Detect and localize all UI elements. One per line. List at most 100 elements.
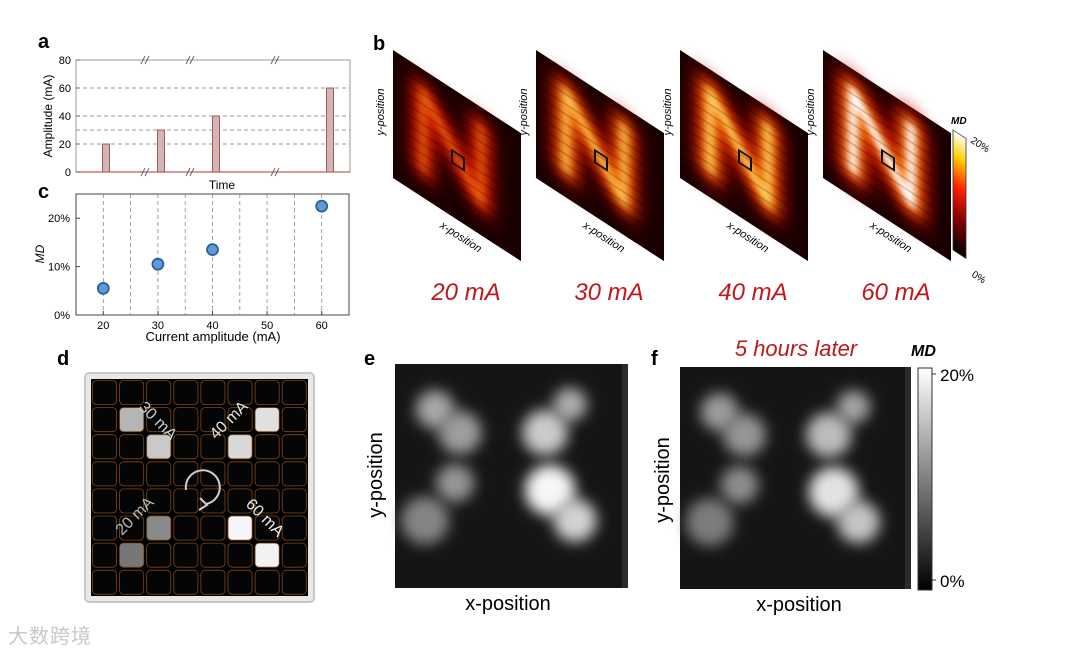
scan-line [393,84,521,170]
scan-line [823,84,951,170]
electrode-cell [227,569,253,595]
electrode-cell [200,569,226,595]
data-point [151,257,165,271]
y-tick-label: 10% [48,262,70,274]
scan-line [680,74,808,160]
x-tick-label: 40 [206,320,218,332]
scan-line [393,134,521,220]
panel-label-e: e [364,348,375,370]
panel-title: 5 hours later [735,336,859,361]
scan-line [536,84,664,170]
scan-line [536,134,664,220]
x-axis-label: Current amplitude (mA) [145,329,280,344]
edge-artifact [622,364,628,588]
electrode-cell [200,542,226,568]
md-map-grayscale [680,367,911,589]
electrode-cell [92,434,118,460]
md-spot [723,413,766,457]
electrode-cell [146,542,172,568]
electrode-cell [173,434,199,460]
electrode-cell [227,515,253,541]
y-tick-label: 20% [48,213,70,225]
electrode-cell [200,407,226,433]
scan-line [393,104,521,190]
panel-b: b y-positionx-positiony-positionx-positi… [373,33,991,306]
md-map [680,50,808,262]
scatter-series [96,199,329,295]
md-spot [836,390,871,424]
md-spot [806,412,852,458]
panel-label-d: d [57,348,69,370]
electrode-cell [281,434,307,460]
electrode-cell [254,461,280,487]
electrode-cell [173,380,199,406]
y-tick-label: 20 [59,139,71,151]
n-core [848,86,916,209]
scan-line [393,144,521,230]
y-axis-label: y-position [375,88,387,136]
electrode-cell [281,542,307,568]
selection-box [881,148,895,172]
rotate-arrow-icon [184,469,221,511]
scan-line [823,64,951,150]
scan-line [393,114,521,200]
x-tick-label: 30 [152,320,164,332]
md-spot [522,409,568,456]
electrode-cell [200,380,226,406]
electrode-cell [146,407,172,433]
electrode-cell [92,461,118,487]
colorbar-gray [917,367,933,591]
grid-lines [102,194,323,315]
y-axis-label: y-position [365,432,387,518]
panel-label-c: c [38,181,49,203]
scan-line [823,74,951,160]
md-map [393,50,521,262]
bar-series [102,87,334,173]
scan-line [680,144,808,230]
x-tick-label: 50 [261,320,273,332]
electrode-cell [281,380,307,406]
y-axis-label: y-position [805,88,817,136]
x-axis-label: Time [209,178,236,192]
scan-line [680,84,808,170]
scan-line [536,104,664,190]
colorbar-min-label: 0% [969,269,987,286]
axis-breaks [140,55,280,177]
scan-line [536,144,664,230]
scan-line [393,74,521,160]
y-axis-label: y-position [662,88,674,136]
electrode-cell [200,434,226,460]
colorbar-min-label: 0% [940,572,965,591]
x-tick-label: 20 [97,320,109,332]
panel-label-a: a [38,31,50,53]
electrode-cell [173,515,199,541]
electrode-cell [92,380,118,406]
electrode-cell [281,407,307,433]
scan-line [680,94,808,180]
y-axis-label: MD [33,244,47,263]
electrode-cell [146,461,172,487]
panel-f: f 5 hours later y-position x-position MD… [651,336,974,616]
scan-line [393,64,521,150]
md-spot [401,496,449,545]
scan-line [823,134,951,220]
electrode-cell [227,488,253,514]
electrode-cell [92,569,118,595]
edge-artifact [905,367,911,589]
electrode-cell [119,488,145,514]
scan-line [393,154,521,240]
electrode-cell [227,434,253,460]
x-axis-label: x-position [465,593,551,615]
colorbar-title: MD [951,116,967,127]
data-point [315,199,329,213]
y-axis-label: y-position [652,437,674,523]
electrode-cell [281,569,307,595]
x-axis-label: x-position [756,594,842,616]
y-ticks: 0% 10% 20% [48,213,80,322]
electrode-cell [119,380,145,406]
md-spot [553,498,597,542]
electrode-cell [254,569,280,595]
y-tick-label: 0 [65,167,71,179]
scan-line [536,64,664,150]
scan-line [823,104,951,190]
